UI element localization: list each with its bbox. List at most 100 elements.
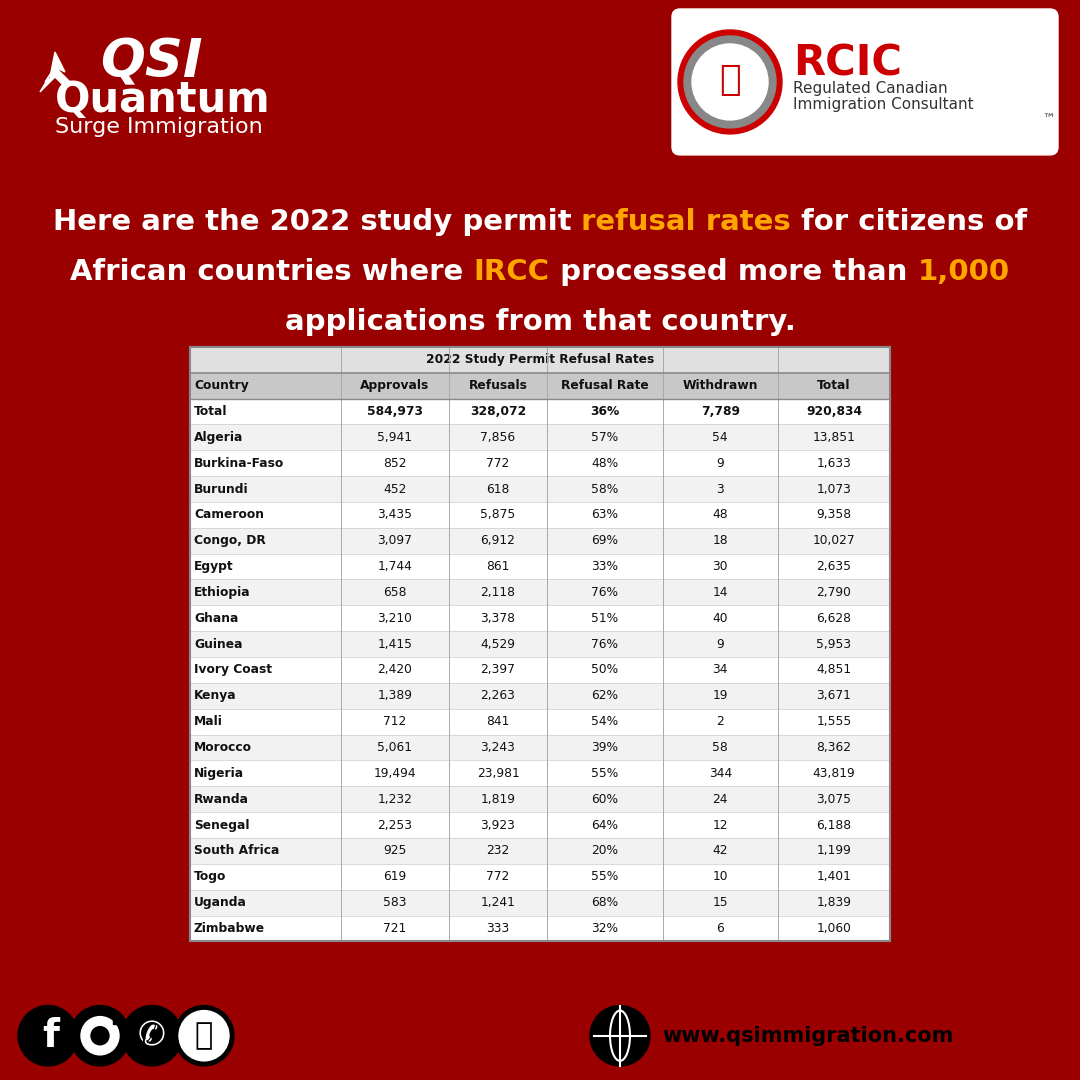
FancyBboxPatch shape <box>190 916 890 942</box>
Text: Kenya: Kenya <box>194 689 237 702</box>
FancyBboxPatch shape <box>190 528 890 554</box>
Text: 76%: 76% <box>591 586 618 599</box>
Text: 344: 344 <box>708 767 732 780</box>
FancyBboxPatch shape <box>190 864 890 890</box>
Text: Approvals: Approvals <box>360 379 430 392</box>
Text: 3,435: 3,435 <box>377 509 413 522</box>
Text: 7,856: 7,856 <box>481 431 515 444</box>
Text: 23,981: 23,981 <box>476 767 519 780</box>
Text: 7,789: 7,789 <box>701 405 740 418</box>
Text: Cameroon: Cameroon <box>194 509 264 522</box>
Text: 3,671: 3,671 <box>816 689 851 702</box>
Text: 19: 19 <box>713 689 728 702</box>
Text: 33%: 33% <box>591 561 618 573</box>
Text: 6,912: 6,912 <box>481 535 515 548</box>
Text: 658: 658 <box>383 586 406 599</box>
Text: Rwanda: Rwanda <box>194 793 249 806</box>
FancyBboxPatch shape <box>672 9 1058 154</box>
Text: 1,060: 1,060 <box>816 922 851 935</box>
Text: 618: 618 <box>486 483 510 496</box>
Text: Morocco: Morocco <box>194 741 252 754</box>
Text: 852: 852 <box>383 457 406 470</box>
Text: 712: 712 <box>383 715 406 728</box>
Text: Immigration Consultant: Immigration Consultant <box>793 97 974 112</box>
Text: 40: 40 <box>713 611 728 625</box>
FancyBboxPatch shape <box>190 554 890 580</box>
Text: 1,819: 1,819 <box>481 793 515 806</box>
Text: 54%: 54% <box>591 715 619 728</box>
Text: 925: 925 <box>383 845 406 858</box>
FancyBboxPatch shape <box>190 734 890 760</box>
Text: 10: 10 <box>713 870 728 883</box>
Text: 𝕥: 𝕥 <box>199 1024 210 1048</box>
Text: 8,362: 8,362 <box>816 741 851 754</box>
FancyBboxPatch shape <box>190 606 890 631</box>
Text: 1,199: 1,199 <box>816 845 851 858</box>
Text: 721: 721 <box>383 922 406 935</box>
FancyBboxPatch shape <box>190 657 890 683</box>
Text: Here are the 2022 study permit: Here are the 2022 study permit <box>53 207 581 235</box>
Text: 9: 9 <box>716 637 724 650</box>
Text: Surge Immigration: Surge Immigration <box>55 117 262 137</box>
FancyBboxPatch shape <box>190 786 890 812</box>
Text: Egypt: Egypt <box>194 561 233 573</box>
Text: 🐦: 🐦 <box>194 1022 213 1050</box>
Text: 3,923: 3,923 <box>481 819 515 832</box>
Circle shape <box>692 44 768 120</box>
Text: 583: 583 <box>383 896 406 909</box>
Text: 19,494: 19,494 <box>374 767 416 780</box>
Text: Refusals: Refusals <box>469 379 527 392</box>
Text: 39%: 39% <box>591 741 618 754</box>
Text: 232: 232 <box>486 845 510 858</box>
Text: 5,061: 5,061 <box>377 741 413 754</box>
Text: ™: ™ <box>1042 113 1054 126</box>
Text: 50%: 50% <box>591 663 619 676</box>
Text: 3,210: 3,210 <box>377 611 413 625</box>
Text: 5,875: 5,875 <box>481 509 515 522</box>
Text: 2,635: 2,635 <box>816 561 851 573</box>
Circle shape <box>91 1027 109 1044</box>
FancyBboxPatch shape <box>190 760 890 786</box>
Text: ✆: ✆ <box>138 1020 166 1052</box>
Text: 2,253: 2,253 <box>377 819 413 832</box>
Text: 2,420: 2,420 <box>377 663 413 676</box>
Circle shape <box>590 1005 650 1066</box>
Text: 1,232: 1,232 <box>377 793 413 806</box>
Polygon shape <box>40 52 70 92</box>
Text: 772: 772 <box>486 457 510 470</box>
Text: 🍁: 🍁 <box>719 63 741 97</box>
Text: 32%: 32% <box>591 922 618 935</box>
FancyBboxPatch shape <box>190 838 890 864</box>
Text: 24: 24 <box>713 793 728 806</box>
Text: 55%: 55% <box>591 870 619 883</box>
Text: 10,027: 10,027 <box>812 535 855 548</box>
FancyBboxPatch shape <box>190 631 890 657</box>
Text: Burkina-Faso: Burkina-Faso <box>194 457 284 470</box>
Text: 58: 58 <box>713 741 728 754</box>
Text: 584,973: 584,973 <box>367 405 422 418</box>
Text: 2,118: 2,118 <box>481 586 515 599</box>
Text: 1,241: 1,241 <box>481 896 515 909</box>
Text: 15: 15 <box>713 896 728 909</box>
Text: 54: 54 <box>713 431 728 444</box>
Text: 6,628: 6,628 <box>816 611 851 625</box>
Text: Ghana: Ghana <box>194 611 239 625</box>
Text: Algeria: Algeria <box>194 431 243 444</box>
Text: 1,401: 1,401 <box>816 870 851 883</box>
Text: 4,529: 4,529 <box>481 637 515 650</box>
Text: 3,075: 3,075 <box>816 793 851 806</box>
Text: RCIC: RCIC <box>793 43 902 85</box>
Text: 55%: 55% <box>591 767 619 780</box>
Text: 14: 14 <box>713 586 728 599</box>
Text: QSI: QSI <box>100 36 203 87</box>
Text: 1,744: 1,744 <box>377 561 413 573</box>
Text: 6: 6 <box>716 922 724 935</box>
Text: South Africa: South Africa <box>194 845 280 858</box>
Text: 861: 861 <box>486 561 510 573</box>
FancyBboxPatch shape <box>190 347 890 373</box>
FancyBboxPatch shape <box>190 450 890 476</box>
Text: 6,188: 6,188 <box>816 819 851 832</box>
Text: Ethiopia: Ethiopia <box>194 586 251 599</box>
Text: www.qsimmigration.com: www.qsimmigration.com <box>662 1026 954 1045</box>
Circle shape <box>70 1005 130 1066</box>
